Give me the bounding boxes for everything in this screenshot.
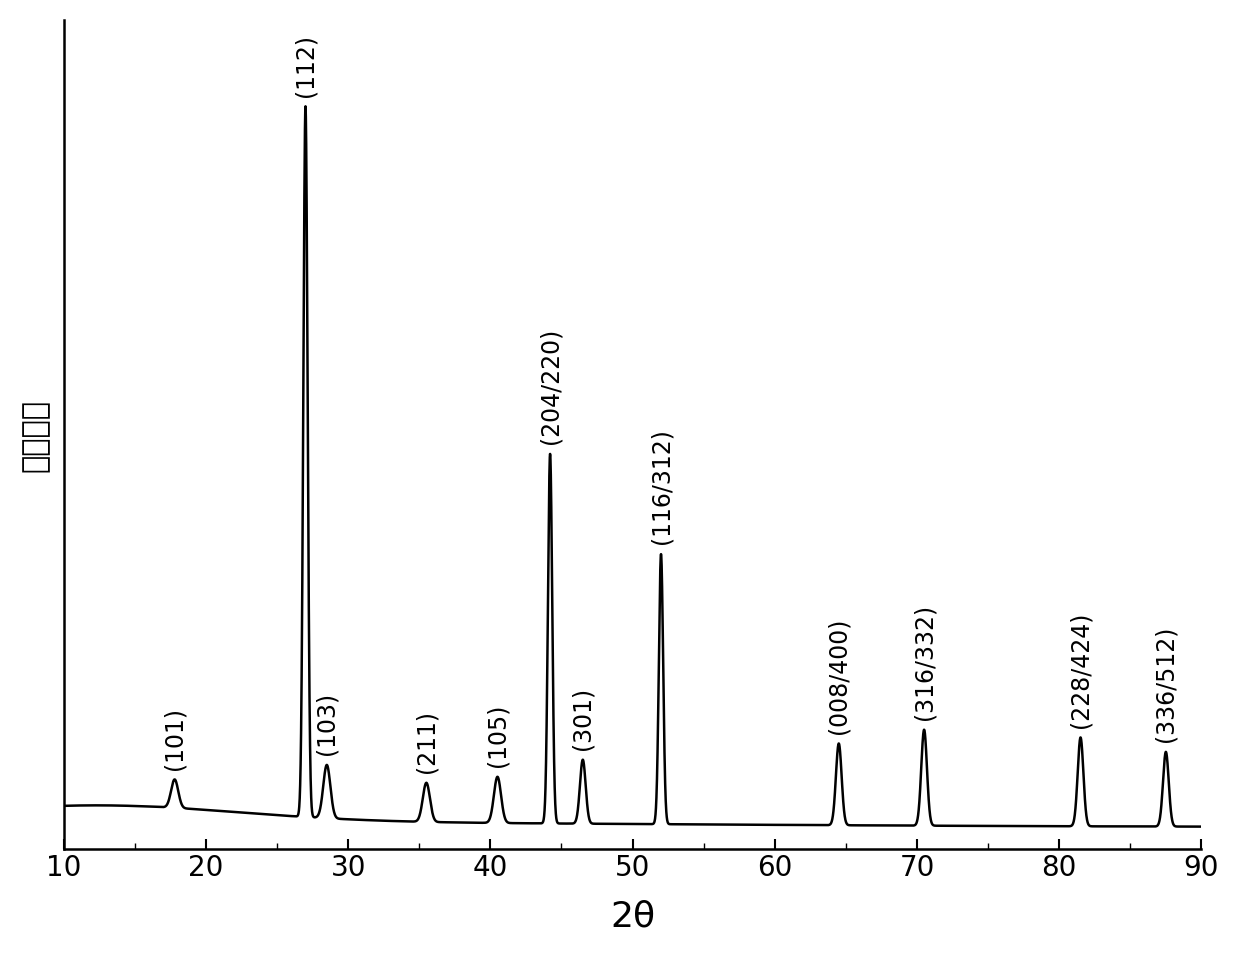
Text: (116/312): (116/312)	[649, 428, 673, 544]
X-axis label: 2θ: 2θ	[610, 899, 655, 932]
Y-axis label: 相对强度: 相对强度	[21, 398, 50, 471]
Text: (112): (112)	[294, 33, 317, 96]
Text: (211): (211)	[414, 709, 439, 772]
Text: (105): (105)	[486, 703, 510, 766]
Text: (316/332): (316/332)	[913, 603, 936, 720]
Text: (103): (103)	[315, 691, 339, 755]
Text: (228/424): (228/424)	[1069, 611, 1092, 727]
Text: (336/512): (336/512)	[1154, 625, 1178, 741]
Text: (204/220): (204/220)	[538, 328, 562, 444]
Text: (008/400): (008/400)	[827, 617, 851, 733]
Text: (101): (101)	[162, 706, 187, 769]
Text: (301): (301)	[570, 686, 595, 749]
